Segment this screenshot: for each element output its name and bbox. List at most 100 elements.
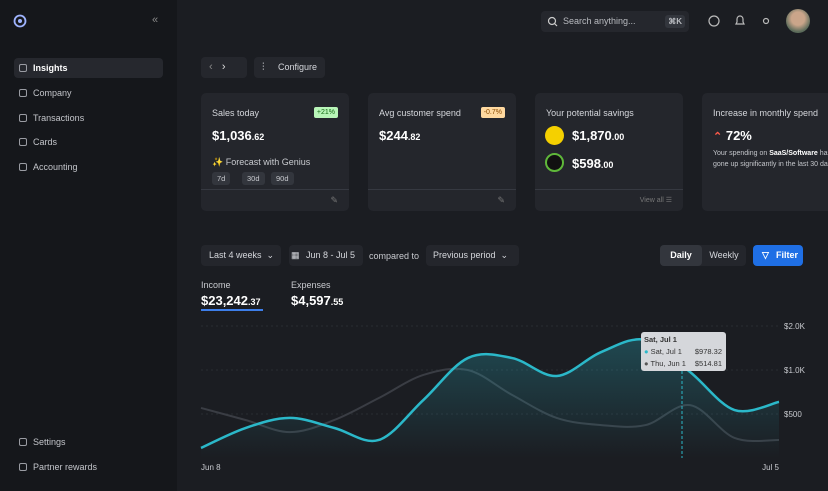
card: Avg customer spend -0.7% $244.82 ✎ [368, 93, 516, 211]
y-tick-label: $2.0K [784, 322, 806, 331]
nav-label: Accounting [33, 162, 78, 172]
card-title: Your potential savings [546, 108, 634, 118]
row-value: $978.32 [694, 347, 722, 356]
brand-icon [545, 126, 564, 145]
x-tick-label: Jul 5 [762, 463, 779, 472]
tooltip-row: ● Thu, Jun 1 [644, 359, 686, 368]
date-picker[interactable]: ▦ Jun 8 - Jul 5 [289, 245, 363, 266]
cents: .00 [611, 132, 625, 142]
cents: .82 [407, 132, 421, 142]
amount: 72% [725, 128, 752, 143]
x-tick-label: Jun 8 [201, 463, 221, 472]
brand-icon [545, 153, 564, 172]
select-label: Previous period [433, 250, 496, 260]
cents: .62 [251, 132, 265, 142]
link-label: View all [639, 197, 664, 204]
button-label: Configure [278, 62, 318, 72]
metric-label: Expenses [291, 280, 331, 290]
logo [13, 14, 27, 28]
area [201, 339, 779, 458]
chart: $2.0K $1.0K $500 Jun 8 Jul 5 [200, 322, 806, 472]
edit-icon[interactable]: ✎ [330, 195, 338, 205]
badge: -0.7% [480, 107, 505, 118]
cents: .37 [248, 297, 261, 307]
text: has gone up significantly in the last 30… [713, 150, 828, 168]
saving-value: $598.00 [572, 156, 613, 171]
saving-value: $1,870.00 [572, 128, 624, 143]
configure-button[interactable]: ⫶ Configure [254, 57, 325, 78]
card-text: Your spending on SaaS/Software has gone … [713, 149, 828, 170]
row-label: Thu, Jun 1 [650, 359, 686, 368]
metric-value: $4,597.55 [291, 293, 343, 308]
amount: $598 [572, 156, 601, 171]
avatar[interactable] [786, 9, 810, 33]
collapse-button[interactable]: « [152, 14, 159, 26]
amount: $4,597 [291, 293, 331, 308]
y-tick-label: $500 [784, 410, 802, 419]
nav-label: Settings [33, 437, 66, 447]
nav-item[interactable]: Transactions [14, 108, 163, 128]
cents: .00 [600, 160, 614, 170]
card-value: ⌃ 72% [713, 128, 752, 143]
amount: $244 [379, 128, 408, 143]
chip[interactable]: 7d [212, 172, 231, 185]
nav-item[interactable]: Settings [14, 432, 163, 452]
top-icons [708, 15, 770, 27]
range-select[interactable]: Last 4 weeks ⌄ [201, 245, 281, 266]
tooltip-row: ● Sat, Jul 1 [644, 347, 682, 356]
sidebar: « Insights Company Transactions Cards Ac… [0, 0, 177, 491]
nav-item[interactable]: Insights [14, 58, 163, 78]
card-value: $244.82 [379, 128, 420, 143]
divider [201, 189, 349, 190]
shortcut: ⌘K [665, 15, 685, 28]
active-underline [201, 309, 263, 311]
metric-value: $23,242.37 [201, 293, 261, 308]
period-select[interactable]: Previous period ⌄ [426, 245, 519, 266]
nav-item[interactable]: Accounting [14, 157, 163, 177]
y-tick-label: $1.0K [784, 366, 806, 375]
edit-icon[interactable]: ✎ [497, 195, 505, 205]
nav-label: Cards [33, 137, 58, 147]
select-label: Last 4 weeks [209, 250, 262, 260]
nav-label: Insights [33, 63, 68, 73]
view-all-link[interactable]: View all ☰ [639, 197, 672, 204]
divider [535, 189, 683, 190]
amount: $1,036 [212, 128, 252, 143]
nav-item[interactable]: Partner rewards [14, 457, 163, 477]
search-placeholder: Search anything... [563, 16, 636, 26]
compared-label: compared to [369, 251, 420, 261]
divider [368, 189, 516, 190]
nav-label: Partner rewards [33, 462, 98, 472]
search-box[interactable]: Search anything... ⌘K [541, 11, 689, 32]
card: Sales today +21% $1,036.62 ✨ Forecast wi… [201, 93, 349, 211]
pager[interactable]: ‹ › [201, 57, 247, 78]
card-value: $1,036.62 [212, 128, 264, 143]
card: Your potential savings $1,870.00 $598.00… [535, 93, 683, 211]
nav-label: Transactions [33, 113, 85, 123]
amount: $23,242 [201, 293, 248, 308]
chip[interactable]: 30d [242, 172, 265, 185]
nav-item[interactable]: Cards [14, 132, 163, 152]
row-value: $514.81 [694, 359, 722, 368]
filter-button[interactable]: ▽ Filter [753, 245, 803, 266]
toggle-option[interactable]: Daily [660, 245, 702, 266]
nav-label: Company [33, 88, 72, 98]
chip[interactable]: 90d [271, 172, 294, 185]
date-label: Jun 8 - Jul 5 [306, 250, 356, 260]
card-title: Avg customer spend [379, 108, 461, 118]
text-bold: SaaS/Software [769, 150, 818, 157]
cents: .55 [330, 297, 344, 307]
card-title: Increase in monthly spend [713, 108, 819, 118]
toggle-option[interactable]: Weekly [709, 250, 739, 260]
amount: $1,870 [572, 128, 612, 143]
nav-item[interactable]: Company [14, 83, 163, 103]
row-label: Sat, Jul 1 [650, 347, 682, 356]
tooltip: Sat, Jul 1 ● Sat, Jul 1 $978.32 ● Thu, J… [641, 332, 726, 371]
tooltip-title: Sat, Jul 1 [644, 335, 677, 344]
text: Your spending on [713, 150, 770, 157]
card: Increase in monthly spend ⌃ 72% Your spe… [702, 93, 828, 211]
toggle: Daily Weekly [660, 245, 746, 266]
button-label: Filter [776, 250, 799, 260]
card-title: Sales today [212, 108, 260, 118]
